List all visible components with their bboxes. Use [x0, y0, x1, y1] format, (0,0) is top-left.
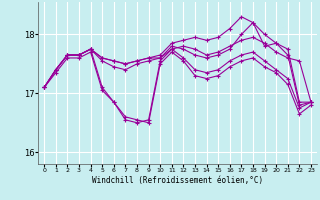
X-axis label: Windchill (Refroidissement éolien,°C): Windchill (Refroidissement éolien,°C) [92, 176, 263, 185]
